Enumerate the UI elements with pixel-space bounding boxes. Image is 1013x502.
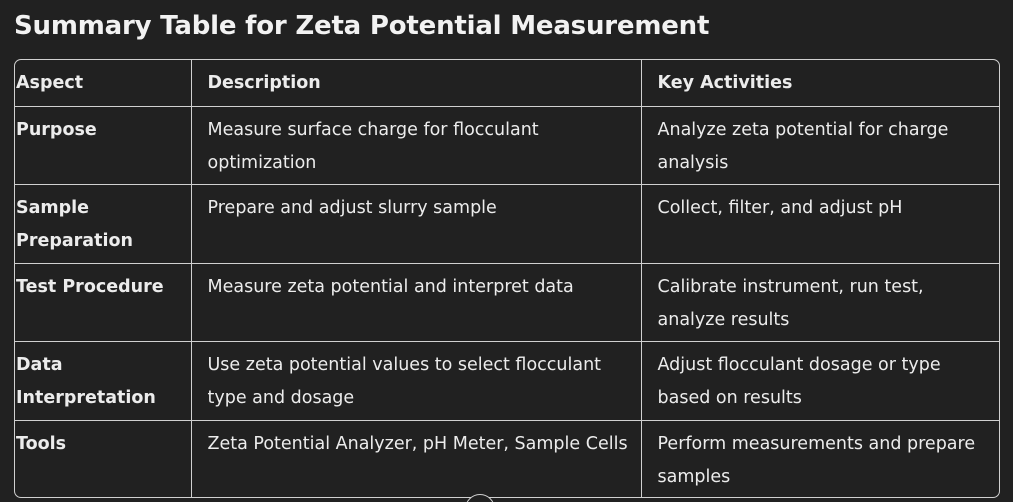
cell-description: Use zeta potential values to select floc…	[191, 341, 642, 421]
table-row: Purpose Measure surface charge for flocc…	[15, 106, 999, 185]
column-header-key-activities: Key Activities	[641, 60, 999, 107]
summary-table-container: Aspect Description Key Activities Purpos…	[14, 59, 1000, 498]
table-row: Test Procedure Measure zeta potential an…	[15, 263, 999, 342]
table-row: Sample Preparation Prepare and adjust sl…	[15, 184, 999, 264]
cell-aspect: Test Procedure	[15, 263, 192, 342]
cell-description: Measure surface charge for flocculant op…	[191, 106, 642, 185]
cell-key-activities: Calibrate instrument, run test, analyze …	[641, 263, 999, 342]
column-header-description: Description	[191, 60, 642, 107]
cell-key-activities: Adjust flocculant dosage or type based o…	[641, 341, 999, 421]
table-header-row: Aspect Description Key Activities	[15, 60, 999, 107]
cell-aspect: Data Interpretation	[15, 341, 192, 421]
summary-table: Aspect Description Key Activities Purpos…	[15, 60, 999, 497]
cell-key-activities: Collect, filter, and adjust pH	[641, 184, 999, 264]
page-title: Summary Table for Zeta Potential Measure…	[14, 11, 710, 41]
cell-aspect: Tools	[15, 420, 192, 497]
cell-aspect: Sample Preparation	[15, 184, 192, 264]
column-header-aspect: Aspect	[15, 60, 192, 107]
table-row: Data Interpretation Use zeta potential v…	[15, 341, 999, 421]
cell-description: Prepare and adjust slurry sample	[191, 184, 642, 264]
table-row: Tools Zeta Potential Analyzer, pH Meter,…	[15, 420, 999, 497]
cell-key-activities: Perform measurements and prepare samples	[657, 433, 976, 487]
cell-aspect: Purpose	[15, 106, 192, 185]
cell-description: Measure zeta potential and interpret dat…	[191, 263, 642, 342]
cell-description: Zeta Potential Analyzer, pH Meter, Sampl…	[191, 420, 642, 497]
cell-key-activities: Analyze zeta potential for charge analys…	[641, 106, 999, 185]
